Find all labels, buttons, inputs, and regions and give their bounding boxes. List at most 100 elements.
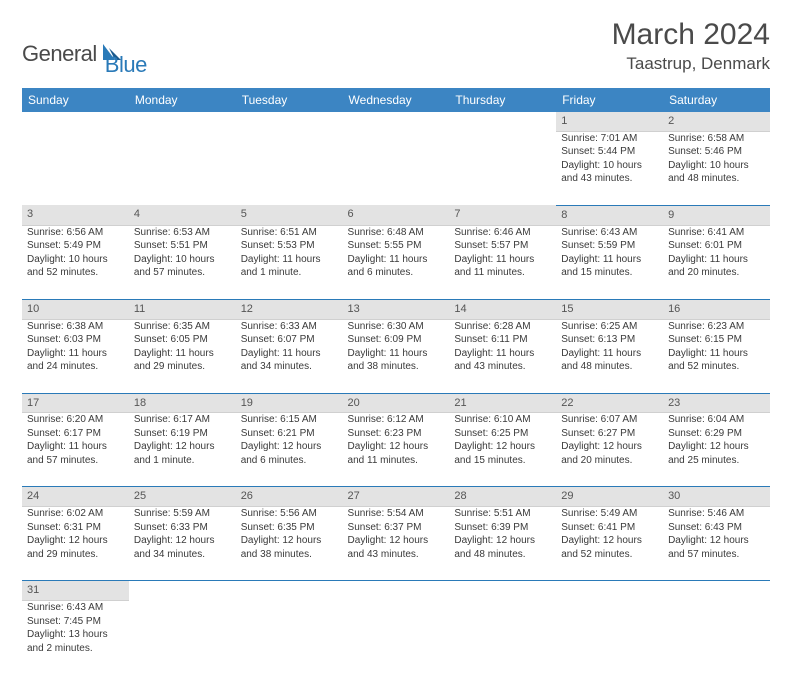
day-cell: Sunrise: 6:12 AMSunset: 6:23 PMDaylight:… xyxy=(343,413,450,487)
sunrise-text: Sunrise: 6:02 AM xyxy=(27,507,124,521)
day-cell: Sunrise: 5:51 AMSunset: 6:39 PMDaylight:… xyxy=(449,507,556,581)
daylight-text: Daylight: 10 hours and 43 minutes. xyxy=(561,159,658,186)
sunset-text: Sunset: 5:53 PM xyxy=(241,239,338,253)
day-number xyxy=(343,581,450,601)
day-number: 26 xyxy=(236,487,343,507)
weekday-header: Saturday xyxy=(663,88,770,112)
daylight-text: Daylight: 11 hours and 6 minutes. xyxy=(348,253,445,280)
daylight-text: Daylight: 12 hours and 52 minutes. xyxy=(561,534,658,561)
day-content-row: Sunrise: 7:01 AMSunset: 5:44 PMDaylight:… xyxy=(22,131,770,205)
logo-word1: General xyxy=(22,41,97,67)
sunset-text: Sunset: 6:11 PM xyxy=(454,333,551,347)
day-cell: Sunrise: 6:48 AMSunset: 5:55 PMDaylight:… xyxy=(343,225,450,299)
day-number: 15 xyxy=(556,299,663,319)
day-content-row: Sunrise: 6:56 AMSunset: 5:49 PM Daylight:… xyxy=(22,225,770,299)
day-number: 4 xyxy=(129,205,236,225)
day-number: 25 xyxy=(129,487,236,507)
daylight-text: Daylight: 11 hours and 1 minute. xyxy=(241,253,338,280)
sunset-text: Sunset: 6:41 PM xyxy=(561,521,658,535)
weekday-header: Tuesday xyxy=(236,88,343,112)
daylight-text: Daylight: 12 hours and 15 minutes. xyxy=(454,440,551,467)
day-cell xyxy=(343,131,450,205)
day-cell: Sunrise: 6:46 AMSunset: 5:57 PMDaylight:… xyxy=(449,225,556,299)
sunset-text: Sunset: 6:13 PM xyxy=(561,333,658,347)
sunrise-text: Sunrise: 6:33 AM xyxy=(241,320,338,334)
sunset-text: Sunset: 6:37 PM xyxy=(348,521,445,535)
day-cell: Sunrise: 6:51 AMSunset: 5:53 PMDaylight:… xyxy=(236,225,343,299)
sunrise-text: Sunrise: 6:43 AM xyxy=(27,601,124,615)
sunrise-text: Sunrise: 6:53 AM xyxy=(134,226,231,240)
day-number: 21 xyxy=(449,393,556,413)
daylight-text: Daylight: 12 hours and 48 minutes. xyxy=(454,534,551,561)
sunset-text: Sunset: 6:21 PM xyxy=(241,427,338,441)
sunrise-text: Sunrise: 6:23 AM xyxy=(668,320,765,334)
sunset-text: Sunset: 5:59 PM xyxy=(561,239,658,253)
daylight-text: Daylight: 11 hours and 48 minutes. xyxy=(561,347,658,374)
sunrise-text: Sunrise: 6:12 AM xyxy=(348,413,445,427)
daylight-text: Daylight: 11 hours and 24 minutes. xyxy=(27,347,124,374)
sunrise-text: Sunrise: 6:07 AM xyxy=(561,413,658,427)
sunset-text: Sunset: 5:55 PM xyxy=(348,239,445,253)
daylight-text: Daylight: 12 hours and 57 minutes. xyxy=(668,534,765,561)
daylight-text: Daylight: 12 hours and 34 minutes. xyxy=(134,534,231,561)
day-cell: Sunrise: 6:20 AMSunset: 6:17 PMDaylight:… xyxy=(22,413,129,487)
sunrise-text: Sunrise: 6:58 AM xyxy=(668,132,765,146)
day-cell: Sunrise: 6:43 AMSunset: 5:59 PMDaylight:… xyxy=(556,225,663,299)
day-cell xyxy=(449,131,556,205)
weekday-header-row: Sunday Monday Tuesday Wednesday Thursday… xyxy=(22,88,770,112)
day-number: 12 xyxy=(236,299,343,319)
day-number: 20 xyxy=(343,393,450,413)
sunset-text: Sunset: 5:49 PM xyxy=(27,239,124,253)
daylight-text: Daylight: 12 hours and 1 minute. xyxy=(134,440,231,467)
sunset-text: Sunset: 7:45 PM xyxy=(27,615,124,629)
calendar-table: Sunday Monday Tuesday Wednesday Thursday… xyxy=(22,88,770,675)
day-number-row: 24252627282930 xyxy=(22,487,770,507)
day-number xyxy=(236,112,343,131)
month-title: March 2024 xyxy=(612,18,770,52)
daylight-text: Daylight: 12 hours and 29 minutes. xyxy=(27,534,124,561)
sunset-text: Sunset: 5:51 PM xyxy=(134,239,231,253)
day-number: 29 xyxy=(556,487,663,507)
day-cell: Sunrise: 6:04 AMSunset: 6:29 PMDaylight:… xyxy=(663,413,770,487)
weekday-header: Thursday xyxy=(449,88,556,112)
day-cell: Sunrise: 6:02 AMSunset: 6:31 PMDaylight:… xyxy=(22,507,129,581)
sunrise-text: Sunrise: 6:56 AM xyxy=(27,226,124,240)
sunset-text: Sunset: 5:46 PM xyxy=(668,145,765,159)
day-number xyxy=(556,581,663,601)
day-cell: Sunrise: 6:53 AMSunset: 5:51 PMDaylight:… xyxy=(129,225,236,299)
sunrise-text: Sunrise: 6:30 AM xyxy=(348,320,445,334)
daylight-text: Daylight: 12 hours and 38 minutes. xyxy=(241,534,338,561)
day-number: 22 xyxy=(556,393,663,413)
sunset-text: Sunset: 6:33 PM xyxy=(134,521,231,535)
sunrise-text: Sunrise: 5:59 AM xyxy=(134,507,231,521)
sunrise-text: Sunrise: 5:49 AM xyxy=(561,507,658,521)
day-number: 9 xyxy=(663,205,770,225)
weekday-header: Wednesday xyxy=(343,88,450,112)
day-number xyxy=(22,112,129,131)
page-header: General Blue March 2024 Taastrup, Denmar… xyxy=(22,18,770,78)
sunset-text: Sunset: 6:25 PM xyxy=(454,427,551,441)
sunset-text: Sunset: 5:57 PM xyxy=(454,239,551,253)
daylight-text: Daylight: 10 hours and 57 minutes. xyxy=(134,253,231,280)
day-number-row: 17181920212223 xyxy=(22,393,770,413)
sunset-text: Sunset: 6:31 PM xyxy=(27,521,124,535)
sunrise-text: Sunrise: 7:01 AM xyxy=(561,132,658,146)
logo: General Blue xyxy=(22,30,147,78)
sunset-text: Sunset: 6:43 PM xyxy=(668,521,765,535)
daylight-text: Daylight: 13 hours and 2 minutes. xyxy=(27,628,124,655)
sunset-text: Sunset: 6:29 PM xyxy=(668,427,765,441)
day-cell: Sunrise: 6:15 AMSunset: 6:21 PMDaylight:… xyxy=(236,413,343,487)
sunset-text: Sunset: 6:35 PM xyxy=(241,521,338,535)
daylight-text: Daylight: 11 hours and 34 minutes. xyxy=(241,347,338,374)
sunrise-text: Sunrise: 6:15 AM xyxy=(241,413,338,427)
daylight-text: Daylight: 11 hours and 57 minutes. xyxy=(27,440,124,467)
day-content-row: Sunrise: 6:20 AMSunset: 6:17 PMDaylight:… xyxy=(22,413,770,487)
day-cell: Sunrise: 5:56 AMSunset: 6:35 PMDaylight:… xyxy=(236,507,343,581)
day-number: 17 xyxy=(22,393,129,413)
day-cell: Sunrise: 6:23 AMSunset: 6:15 PMDaylight:… xyxy=(663,319,770,393)
sunrise-text: Sunrise: 5:46 AM xyxy=(668,507,765,521)
daylight-text: Daylight: 11 hours and 15 minutes. xyxy=(561,253,658,280)
daylight-text: Daylight: 11 hours and 11 minutes. xyxy=(454,253,551,280)
day-number-row: 3456789 xyxy=(22,205,770,225)
day-number: 30 xyxy=(663,487,770,507)
